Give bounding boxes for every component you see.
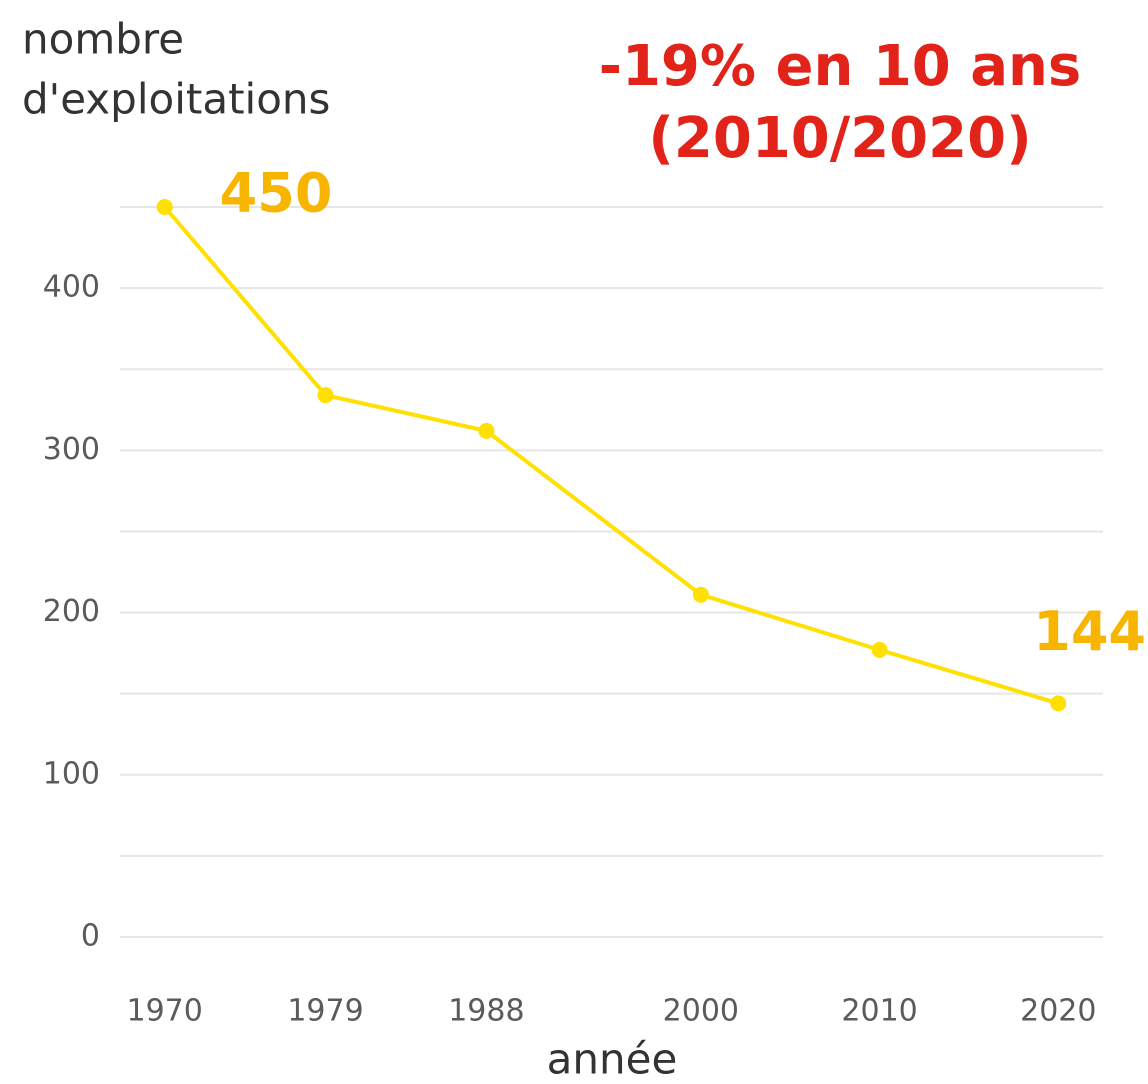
y-tick-label: 200 [43,594,100,629]
line [163,205,1059,706]
point [1050,695,1067,712]
data-label: 450 [220,162,333,225]
x-tick-label: 1988 [448,994,524,1029]
point [871,641,888,658]
x-tick-label: 2010 [841,994,917,1029]
annotation: -19% en 10 ans [599,34,1082,99]
data-label: 144 [1033,600,1146,663]
point [317,387,334,404]
y-tick-label: 300 [43,432,100,467]
y-tick-label: 100 [43,756,100,791]
annotation: (2010/2020) [648,106,1031,171]
x-tick-label: 2000 [663,994,739,1029]
x-tick-label: 1979 [287,994,363,1029]
point [478,422,495,439]
y-axis-title: nombre [22,15,184,64]
point [156,199,173,215]
x-axis-title: année [547,1035,678,1084]
y-tick-label: 0 [81,919,100,954]
x-tick-label: 2020 [1020,994,1096,1029]
x-tick-label: 1970 [127,994,203,1029]
y-axis-title: d'exploitations [22,75,330,124]
y-tick-label: 400 [43,270,100,305]
point [692,586,709,603]
